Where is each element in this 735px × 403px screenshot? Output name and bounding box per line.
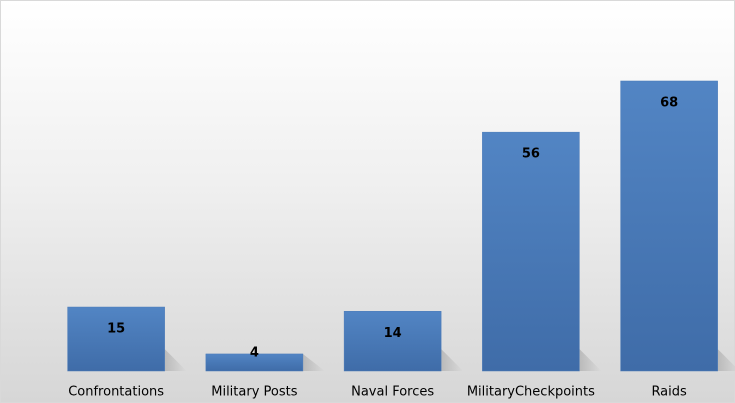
data-label: 68: [660, 95, 678, 110]
bar-shadow: [302, 353, 325, 371]
data-label: 56: [522, 147, 540, 162]
x-tick-label: Military Posts: [211, 385, 297, 400]
bar: [620, 80, 718, 372]
x-tick-label: MilitaryCheckpoints: [467, 385, 595, 400]
bar-shadow: [441, 349, 464, 371]
bar-shadow: [717, 349, 735, 371]
data-label: 15: [107, 322, 125, 337]
bar-shadow: [579, 349, 602, 371]
bar: [205, 353, 304, 372]
bar: [482, 131, 580, 372]
x-tick-label: Naval Forces: [351, 385, 434, 400]
bar-shadow: [164, 349, 187, 371]
data-label: 14: [384, 326, 402, 341]
x-tick-label: Raids: [651, 385, 687, 400]
bar: [343, 311, 442, 372]
data-label: 4: [250, 346, 259, 361]
bar: [67, 306, 165, 372]
x-tick-label: Confrontations: [68, 385, 164, 400]
